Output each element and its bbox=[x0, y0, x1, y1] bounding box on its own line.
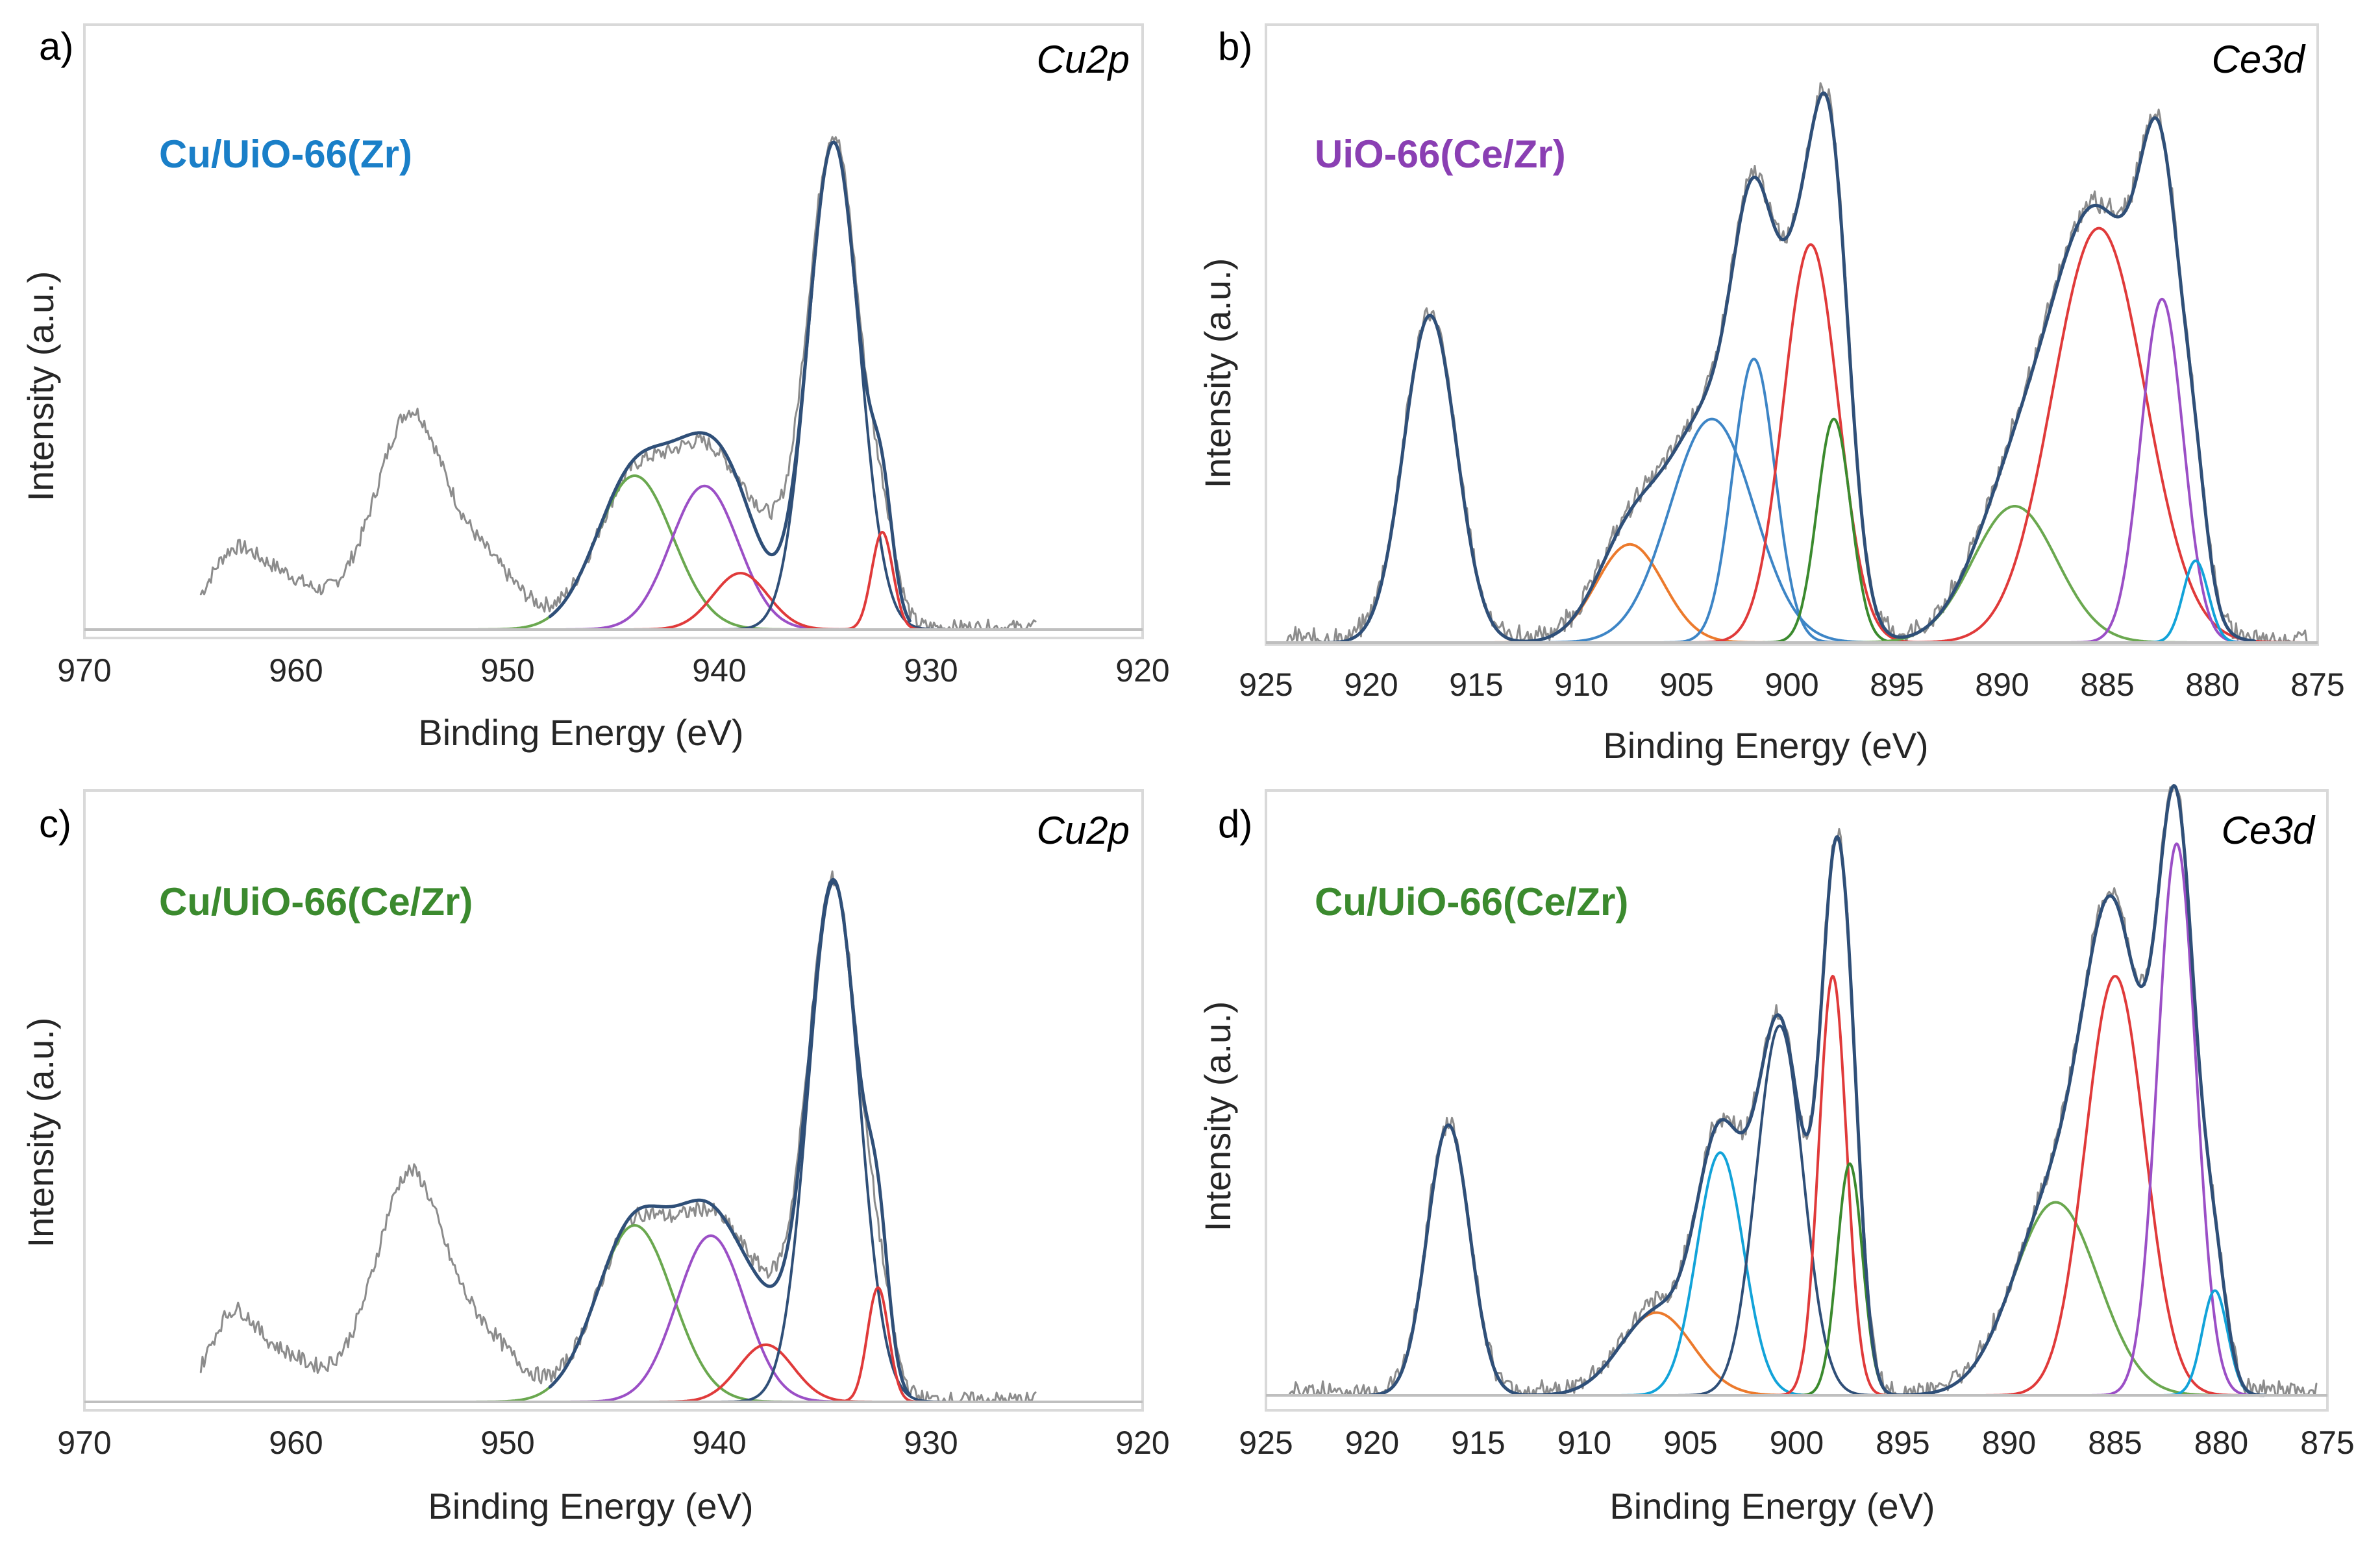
component-u1 bbox=[1521, 417, 1903, 644]
panel-d-x-title: Binding Energy (eV) bbox=[1609, 1486, 1935, 1526]
x-tick-label: 925 bbox=[1239, 1425, 1293, 1461]
x-tick-label: 895 bbox=[1876, 1425, 1929, 1461]
component-u2 bbox=[1477, 543, 1783, 644]
fit-envelope bbox=[548, 140, 911, 623]
panel-d-sample-label: Cu/UiO-66(Ce/Zr) bbox=[1315, 880, 1628, 924]
component-v3b bbox=[1757, 417, 1911, 644]
raw-spectrum bbox=[1286, 784, 2318, 1397]
x-tick-label: 970 bbox=[57, 1425, 111, 1461]
component-shoulder bbox=[829, 1286, 927, 1403]
x-tick-label: 940 bbox=[692, 1425, 746, 1461]
panel-a-curves bbox=[199, 136, 1037, 631]
fit-envelope bbox=[548, 877, 911, 1397]
panel-a-frame bbox=[83, 23, 1144, 639]
panel-b: b) Ce3d UiO-66(Ce/Zr) 925 920 915 910 905 900… bbox=[1197, 23, 2345, 766]
panel-c-frame bbox=[83, 789, 1144, 1412]
fit-envelope bbox=[1348, 91, 2257, 643]
x-tick-label: 905 bbox=[1663, 1425, 1717, 1461]
panel-d: d) Ce3d Cu/UiO-66(Ce/Zr) 925 920 915 910 905… bbox=[1197, 784, 2355, 1526]
x-tick-label: 905 bbox=[1659, 667, 1713, 703]
x-tick-label: 970 bbox=[57, 652, 111, 689]
x-tick-label: 950 bbox=[480, 1425, 534, 1461]
component-v bbox=[2066, 297, 2258, 644]
component-u bbox=[1673, 1024, 1886, 1397]
panel-c-element-label: Cu2p bbox=[1037, 809, 1130, 852]
component-satellite-1 bbox=[462, 1224, 808, 1403]
x-tick-label: 910 bbox=[1557, 1425, 1611, 1461]
panel-c: c) Cu2p Cu/UiO-66(Ce/Zr) 970 960 950 940 930… bbox=[20, 789, 1170, 1526]
component-v1 bbox=[1889, 227, 2309, 644]
x-tick-label: 920 bbox=[1115, 652, 1169, 689]
x-tick-label: 900 bbox=[1770, 1425, 1824, 1461]
panel-d-letter: d) bbox=[1218, 802, 1252, 846]
x-tick-label: 910 bbox=[1554, 667, 1608, 703]
x-tick-label: 900 bbox=[1765, 667, 1818, 703]
component-v3 bbox=[1686, 243, 1935, 644]
x-tick-label: 885 bbox=[2088, 1425, 2142, 1461]
panel-c-letter: c) bbox=[39, 802, 71, 846]
panel-a-letter: a) bbox=[39, 25, 73, 68]
panel-b-x-title: Binding Energy (eV) bbox=[1603, 725, 1928, 766]
panel-b-element-label: Ce3d bbox=[2212, 38, 2306, 81]
panel-a-sample-label: Cu/UiO-66(Zr) bbox=[159, 132, 412, 176]
panel-d-x-ticks: 925 920 915 910 905 900 895 890 885 880 875 bbox=[1239, 1425, 2354, 1461]
x-tick-label: 875 bbox=[2300, 1425, 2354, 1461]
panel-d-curves bbox=[1286, 784, 2318, 1397]
panel-c-curves bbox=[199, 870, 1037, 1403]
x-tick-label: 930 bbox=[904, 652, 958, 689]
component-main bbox=[718, 141, 950, 631]
component-satellite-3 bbox=[641, 1343, 891, 1403]
x-tick-label: 915 bbox=[1451, 1425, 1505, 1461]
x-tick-label: 940 bbox=[692, 652, 746, 689]
component-u bbox=[1657, 358, 1850, 644]
x-tick-label: 925 bbox=[1239, 667, 1293, 703]
panel-c-sample-label: Cu/UiO-66(Ce/Zr) bbox=[159, 880, 473, 924]
x-tick-label: 875 bbox=[2290, 667, 2344, 703]
panel-b-y-title: Intensity (a.u.) bbox=[1197, 258, 1238, 489]
component-v2 bbox=[1824, 505, 2205, 644]
x-tick-label: 920 bbox=[1344, 667, 1398, 703]
component-v bbox=[2089, 842, 2264, 1397]
x-tick-label: 890 bbox=[1982, 1425, 2036, 1461]
x-tick-label: 895 bbox=[1870, 667, 1924, 703]
panel-b-letter: b) bbox=[1218, 25, 1252, 68]
component-v2 bbox=[1863, 1201, 2248, 1397]
component-u3 bbox=[1352, 1123, 1546, 1397]
component-satellite-2 bbox=[551, 484, 858, 631]
panel-c-x-ticks: 970 960 950 940 930 920 bbox=[57, 1425, 1169, 1461]
x-tick-label: 920 bbox=[1115, 1425, 1169, 1461]
x-tick-label: 930 bbox=[904, 1425, 958, 1461]
x-tick-label: 920 bbox=[1345, 1425, 1399, 1461]
x-tick-label: 960 bbox=[269, 652, 323, 689]
panel-b-x-ticks: 925 920 915 910 905 900 895 890 885 880 875 bbox=[1239, 667, 2344, 703]
component-v3 bbox=[1769, 975, 1896, 1397]
panel-c-x-title: Binding Energy (eV) bbox=[428, 1486, 753, 1526]
x-tick-label: 950 bbox=[480, 652, 534, 689]
panel-b-frame bbox=[1265, 23, 2319, 646]
panel-d-y-title: Intensity (a.u.) bbox=[1197, 1001, 1238, 1232]
raw-spectrum bbox=[199, 136, 1037, 631]
panel-d-element-label: Ce3d bbox=[2222, 809, 2316, 852]
panel-a-x-title: Binding Energy (eV) bbox=[418, 712, 743, 753]
raw-spectrum bbox=[199, 870, 1037, 1403]
x-tick-label: 885 bbox=[2080, 667, 2134, 703]
x-tick-label: 880 bbox=[2185, 667, 2239, 703]
component-u3 bbox=[1310, 314, 1550, 644]
panel-a: a) Cu2p Cu/UiO-66(Zr) 970 960 950 940 930 920… bbox=[20, 23, 1170, 753]
panel-d-frame bbox=[1265, 789, 2329, 1412]
component-satellite-1 bbox=[462, 474, 808, 631]
panel-a-y-title: Intensity (a.u.) bbox=[20, 271, 61, 502]
x-tick-label: 915 bbox=[1449, 667, 1503, 703]
x-tick-label: 890 bbox=[1975, 667, 2029, 703]
component-v1 bbox=[1980, 975, 2250, 1397]
panel-a-element-label: Cu2p bbox=[1037, 38, 1130, 81]
x-tick-label: 960 bbox=[269, 1425, 323, 1461]
panel-a-x-ticks: 970 960 950 940 930 920 bbox=[57, 652, 1169, 689]
component-u1 bbox=[1613, 1151, 1826, 1397]
x-tick-label: 880 bbox=[2194, 1425, 2248, 1461]
panel-b-sample-label: UiO-66(Ce/Zr) bbox=[1315, 132, 1566, 176]
panel-c-y-title: Intensity (a.u.) bbox=[20, 1018, 61, 1248]
component-satellite-2 bbox=[557, 1234, 865, 1403]
